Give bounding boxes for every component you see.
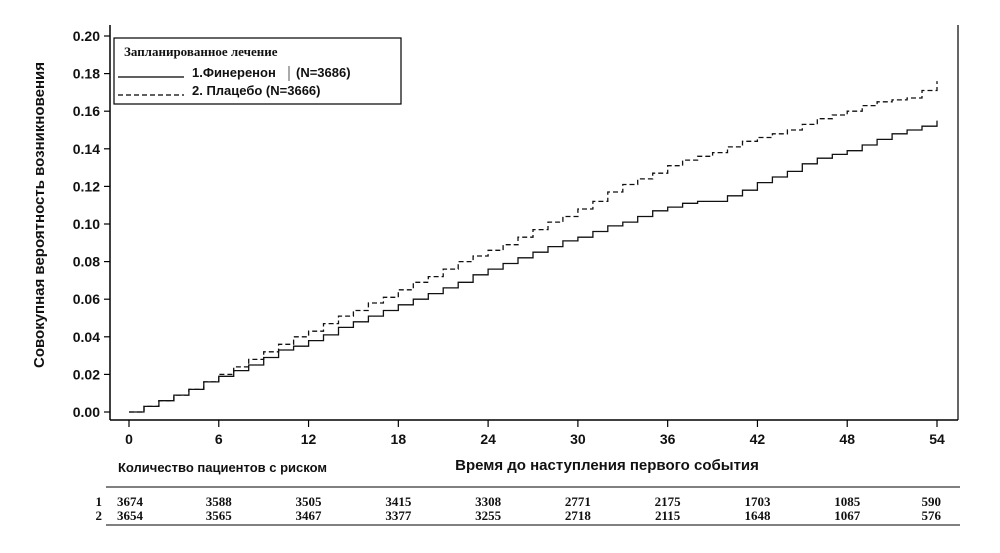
legend-title: Запланированное лечение (124, 44, 278, 59)
risk-cell: 1648 (744, 508, 771, 523)
x-tick-label: 6 (215, 431, 223, 447)
x-tick-label: 12 (301, 431, 317, 447)
risk-cell: 3588 (206, 494, 233, 509)
x-tick-label: 42 (750, 431, 766, 447)
x-tick-label: 18 (391, 431, 407, 447)
risk-table-title: Количество пациентов с риском (118, 460, 327, 475)
legend: Запланированное лечение 1.Финеренон (N=3… (113, 37, 402, 105)
risk-cell: 3505 (296, 494, 323, 509)
y-tick-label: 0.06 (73, 291, 100, 307)
legend-entry-finerenone: 1.Финеренон (192, 65, 276, 80)
risk-cell: 2115 (655, 508, 681, 523)
y-axis: 0.00 0.02 0.04 0.06 0.08 0.10 0.12 0.14 0.16 0.18… (73, 28, 110, 420)
risk-cell: 1067 (834, 508, 861, 523)
x-tick-label: 48 (839, 431, 855, 447)
y-tick-label: 0.08 (73, 254, 100, 270)
risk-cell: 3674 (117, 494, 144, 509)
y-tick-label: 0.12 (73, 178, 100, 194)
legend-entry-finerenone-n: (N=3686) (296, 65, 351, 80)
risk-table: 1 3674 3588 3505 3415 3308 2771 2175 1703 1085 590… (96, 494, 942, 523)
risk-cell: 2175 (655, 494, 682, 509)
risk-cell: 3308 (475, 494, 502, 509)
risk-cell: 3377 (385, 508, 412, 523)
y-tick-label: 0.20 (73, 28, 100, 44)
y-tick-label: 0.14 (73, 141, 100, 157)
x-tick-label: 24 (480, 431, 496, 447)
x-tick-label: 0 (125, 431, 133, 447)
risk-cell: 2718 (565, 508, 592, 523)
series-line-1 (129, 120, 938, 413)
y-tick-label: 0.04 (73, 329, 100, 345)
x-tick-label: 54 (929, 431, 945, 447)
risk-cell: 3654 (117, 508, 144, 523)
series-line-2 (129, 81, 938, 413)
x-axis: 0 6 12 18 24 30 36 42 48 54 (125, 420, 945, 447)
y-tick-label: 0.02 (73, 366, 100, 382)
x-tick-label: 30 (570, 431, 586, 447)
x-axis-title: Время до наступления первого события (455, 457, 759, 474)
risk-cell: 590 (922, 494, 942, 509)
risk-cell: 1085 (834, 494, 861, 509)
plot-frame (109, 25, 959, 421)
legend-box (113, 37, 402, 105)
series-layer (129, 81, 938, 413)
risk-cell: 3415 (385, 494, 412, 509)
y-tick-label: 0.16 (73, 103, 100, 119)
x-tick-label: 36 (660, 431, 676, 447)
risk-cell: 2771 (565, 494, 591, 509)
y-tick-label: 0.18 (73, 66, 100, 82)
risk-row-label: 2 (96, 508, 103, 523)
y-axis-title: Совокупная вероятность возникновения (31, 62, 48, 368)
y-tick-label: 0.00 (73, 404, 100, 420)
risk-cell: 3565 (206, 508, 233, 523)
risk-cell: 1703 (744, 494, 771, 509)
risk-cell: 3255 (475, 508, 502, 523)
risk-cell: 3467 (296, 508, 323, 523)
risk-row-label: 1 (96, 494, 103, 509)
y-tick-label: 0.10 (73, 216, 100, 232)
risk-cell: 576 (922, 508, 942, 523)
legend-entry-placebo: 2. Плацебо (N=3666) (192, 83, 320, 98)
